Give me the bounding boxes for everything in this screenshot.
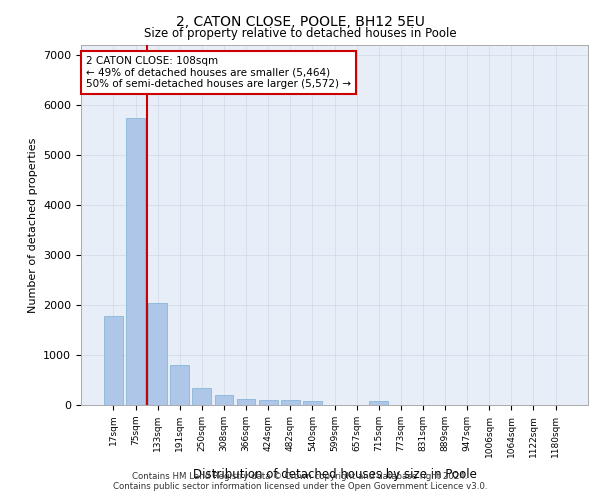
Bar [170,364,189,405]
Bar [104,316,123,405]
Bar [370,401,388,405]
Text: Contains public sector information licensed under the Open Government Licence v3: Contains public sector information licen… [113,482,487,491]
Y-axis label: Number of detached properties: Number of detached properties [28,138,38,312]
Bar [193,388,211,405]
Bar [303,401,322,405]
Text: Size of property relative to detached houses in Poole: Size of property relative to detached ho… [143,28,457,40]
Bar [126,118,145,405]
Text: 2 CATON CLOSE: 108sqm
← 49% of detached houses are smaller (5,464)
50% of semi-d: 2 CATON CLOSE: 108sqm ← 49% of detached … [86,56,351,89]
Bar [236,399,256,405]
Bar [281,400,299,405]
Bar [259,400,278,405]
Text: Contains HM Land Registry data © Crown copyright and database right 2024.: Contains HM Land Registry data © Crown c… [132,472,468,481]
Text: 2, CATON CLOSE, POOLE, BH12 5EU: 2, CATON CLOSE, POOLE, BH12 5EU [176,15,424,29]
Bar [215,395,233,405]
X-axis label: Distribution of detached houses by size in Poole: Distribution of detached houses by size … [193,468,476,481]
Bar [148,302,167,405]
